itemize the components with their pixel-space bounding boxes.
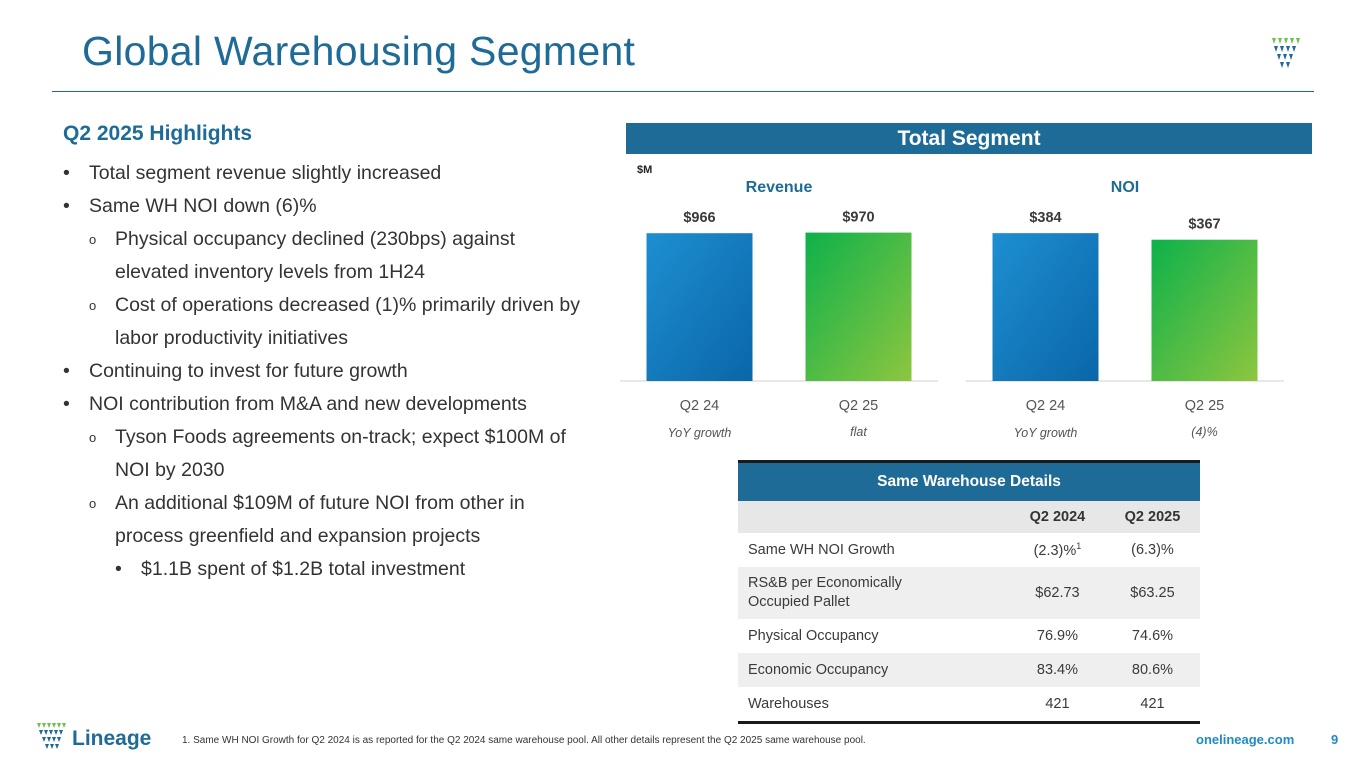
- same-warehouse-table: Same Warehouse Details Q2 2024 Q2 2025 S…: [738, 460, 1200, 724]
- table-row: Warehouses 421 421: [738, 687, 1200, 724]
- table-header-q2-2025: Q2 2025: [1104, 501, 1200, 533]
- bar: [992, 233, 1099, 381]
- row-value-2025: 421: [1104, 687, 1200, 724]
- x-tick-label: Q2 25: [839, 398, 879, 414]
- chart-title: Revenue: [746, 179, 813, 196]
- bar: [646, 233, 753, 381]
- row-label: Warehouses: [738, 687, 1010, 724]
- footnote-ref: 1: [1076, 541, 1082, 552]
- list-item: • NOI contribution from M&A and new devel…: [63, 388, 623, 421]
- data-label: $970: [842, 210, 874, 226]
- table-caption: Same Warehouse Details: [738, 460, 1200, 501]
- page-number: 9: [1331, 732, 1339, 747]
- bar: [805, 232, 912, 381]
- table-row: RS&B per Economically Occupied Pallet $62…: [738, 567, 1200, 619]
- highlights-list: • Total segment revenue slightly increase…: [63, 157, 623, 586]
- row-value-2024: 76.9%: [1036, 628, 1078, 644]
- circle-bullet-icon: o: [89, 430, 97, 445]
- list-item: • Total segment revenue slightly increase…: [63, 157, 623, 190]
- circle-bullet-icon: o: [89, 496, 97, 511]
- list-item-continuation: NOI by 2030: [115, 459, 225, 481]
- website-link[interactable]: onelineage.com: [1196, 732, 1295, 747]
- row-label: RS&B per Economically Occupied Pallet: [738, 567, 1010, 619]
- x-tick-label: Q2 25: [1185, 398, 1225, 414]
- lineage-logo: Lineage: [37, 723, 151, 750]
- bullet-icon: •: [63, 393, 70, 415]
- list-item: • Same WH NOI down (6)%: [63, 190, 623, 223]
- data-label: $367: [1188, 217, 1220, 233]
- bar: [1151, 239, 1258, 381]
- growth-label: YoY growth: [668, 426, 732, 440]
- row-label: Physical Occupancy: [748, 628, 879, 644]
- growth-label: YoY growth: [1014, 426, 1078, 440]
- table-header-row: Q2 2024 Q2 2025: [738, 501, 1200, 533]
- highlights-heading: Q2 2025 Highlights: [63, 122, 253, 145]
- row-label: Economic Occupancy: [738, 653, 1010, 687]
- table-row: Physical Occupancy 76.9% 74.6%: [738, 619, 1200, 653]
- row-value-2025: (6.3)%: [1131, 542, 1174, 558]
- circle-bullet-icon: o: [89, 232, 97, 247]
- table-header-blank: [738, 501, 1010, 533]
- total-segment-banner: Total Segment: [626, 123, 1312, 154]
- list-item: o Physical occupancy declined (230bps) ag…: [63, 223, 623, 256]
- bullet-icon: •: [115, 558, 122, 580]
- lineage-shield-icon: [1272, 38, 1300, 68]
- growth-value: flat: [850, 425, 867, 439]
- title-divider: [52, 91, 1314, 92]
- growth-value: (4)%: [1191, 425, 1217, 439]
- row-label: Same WH NOI Growth: [748, 542, 895, 558]
- row-value-2024: $62.73: [1009, 567, 1105, 619]
- x-tick-label: Q2 24: [680, 398, 720, 414]
- bullet-icon: •: [63, 195, 70, 217]
- list-item-continuation: process greenfield and expansion project…: [115, 525, 481, 547]
- list-item: • Continuing to invest for future growth: [63, 355, 623, 388]
- bullet-icon: •: [63, 162, 70, 184]
- unit-label: $M: [637, 164, 653, 176]
- x-tick-label: Q2 24: [1026, 398, 1066, 414]
- circle-bullet-icon: o: [89, 298, 97, 313]
- data-label: $384: [1029, 210, 1061, 226]
- brand-wordmark: Lineage: [72, 727, 151, 750]
- list-item: o Cost of operations decreased (1)% prima…: [63, 289, 623, 322]
- list-item: • $1.1B spent of $1.2B total investment: [63, 553, 623, 586]
- row-value-2024: 83.4%: [1009, 653, 1105, 687]
- list-item-continuation: elevated inventory levels from 1H24: [115, 261, 425, 283]
- table-row: Same WH NOI Growth (2.3)%1 (6.3)%: [738, 533, 1200, 567]
- page-title: Global Warehousing Segment: [82, 28, 636, 74]
- chart-title: NOI: [1111, 179, 1139, 196]
- row-value-2025: $63.25: [1104, 567, 1200, 619]
- row-value-2025: 80.6%: [1104, 653, 1200, 687]
- table-row: Economic Occupancy 83.4% 80.6%: [738, 653, 1200, 687]
- data-label: $966: [683, 210, 715, 226]
- bullet-icon: •: [63, 360, 70, 382]
- footnote: 1. Same WH NOI Growth for Q2 2024 is as …: [182, 735, 866, 746]
- table-header-q2-2024: Q2 2024: [1009, 501, 1105, 533]
- list-item: o An additional $109M of future NOI from …: [63, 487, 623, 520]
- segment-bar-charts: Revenue $966 Q2 24 $970 Q2 25 YoY growth flat N…: [620, 179, 1284, 440]
- row-value-2025: 74.6%: [1131, 628, 1174, 644]
- row-value-2024: 421: [1009, 687, 1105, 724]
- list-item-continuation: labor productivity initiatives: [115, 327, 349, 349]
- list-item: o Tyson Foods agreements on-track; expect…: [63, 421, 623, 454]
- row-value-2024: (2.3)%1: [1033, 541, 1082, 559]
